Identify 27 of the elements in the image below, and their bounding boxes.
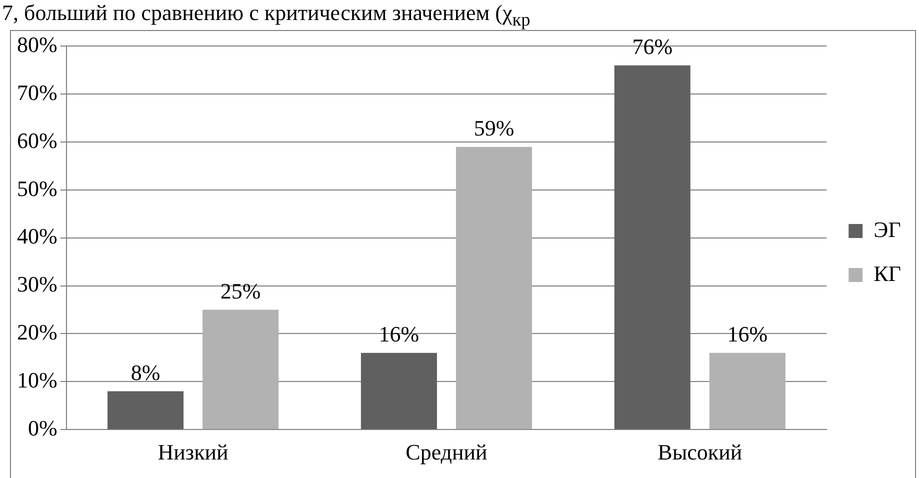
y-tick-label: 50%: [17, 176, 58, 201]
x-tick-label: Низкий: [158, 440, 229, 465]
legend-label: ЭГ: [874, 216, 902, 242]
y-tick-label: 40%: [17, 224, 58, 249]
x-tick-label: Средний: [406, 440, 488, 465]
bar: [614, 65, 690, 430]
text: 7, больший по сравнению с критическим значением (χ$_{кр}$: [2, 0, 530, 32]
data-label: 16%: [727, 322, 768, 347]
legend-label: КГ: [874, 260, 902, 286]
y-tick-label: 0%: [28, 415, 58, 440]
bar: [360, 352, 437, 430]
data-label: 59%: [474, 116, 514, 141]
data-label: 25%: [220, 278, 261, 304]
bar: [709, 352, 786, 430]
data-label: 16%: [378, 322, 420, 347]
x-tick-label: Высокий: [658, 440, 742, 465]
y-tick-label: 70%: [17, 80, 58, 105]
y-tick-label: 10%: [17, 367, 58, 392]
y-tick-label: 30%: [17, 272, 58, 297]
bar: [108, 391, 184, 430]
y-tick-label: 20%: [17, 320, 58, 345]
data-label: 76%: [632, 34, 673, 60]
bar: [456, 146, 532, 430]
y-tick-label: 60%: [17, 128, 58, 153]
bar: [202, 310, 279, 430]
data-label: 8%: [130, 360, 160, 386]
y-tick-label: 80%: [17, 32, 58, 57]
